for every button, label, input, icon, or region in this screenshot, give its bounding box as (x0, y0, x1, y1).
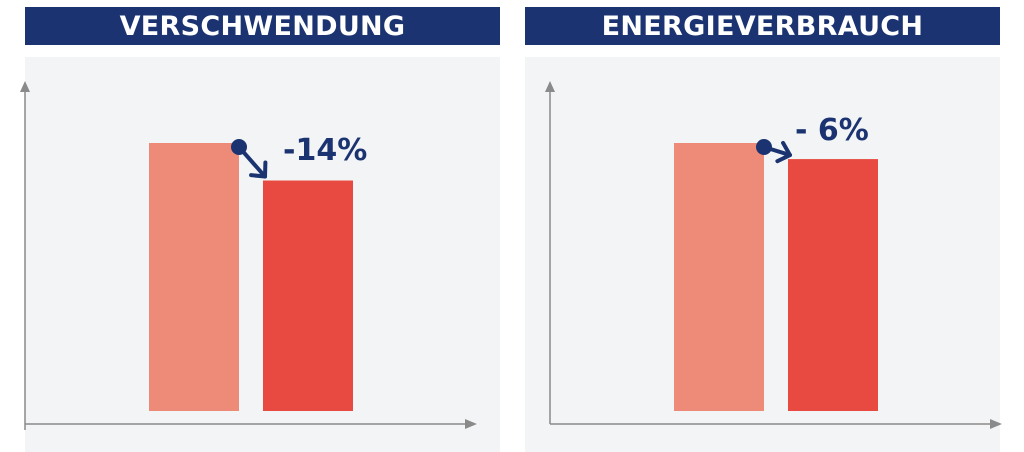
plot-area-waste (25, 57, 500, 452)
bar-before (674, 143, 764, 411)
x-axis-arrowhead (465, 419, 477, 429)
arrow-down-icon (249, 160, 268, 179)
bar-before (149, 143, 239, 411)
bar-after (788, 159, 878, 411)
x-axis-arrowhead (990, 419, 1002, 429)
change-label-energy: - 6% (795, 113, 869, 148)
arrow-down-icon (775, 140, 792, 164)
chart-panel-energy: ENERGIEVERBRAUCH - 6% (525, 0, 1002, 452)
chart-title-waste: VERSCHWENDUNG (25, 7, 500, 45)
chart-title-energy: ENERGIEVERBRAUCH (525, 7, 1000, 45)
arrow-shaft (237, 145, 267, 179)
y-axis-arrowhead (20, 81, 30, 92)
chart-svg-energy: - 6% (545, 81, 1002, 429)
arrow-shaft (762, 145, 792, 158)
change-label-waste: -14% (283, 133, 367, 168)
chart-panel-waste: VERSCHWENDUNG -14% (20, 0, 500, 452)
bar-after (263, 180, 353, 411)
chart-svg-waste: -14% (20, 81, 477, 430)
y-axis-arrowhead (545, 81, 555, 92)
